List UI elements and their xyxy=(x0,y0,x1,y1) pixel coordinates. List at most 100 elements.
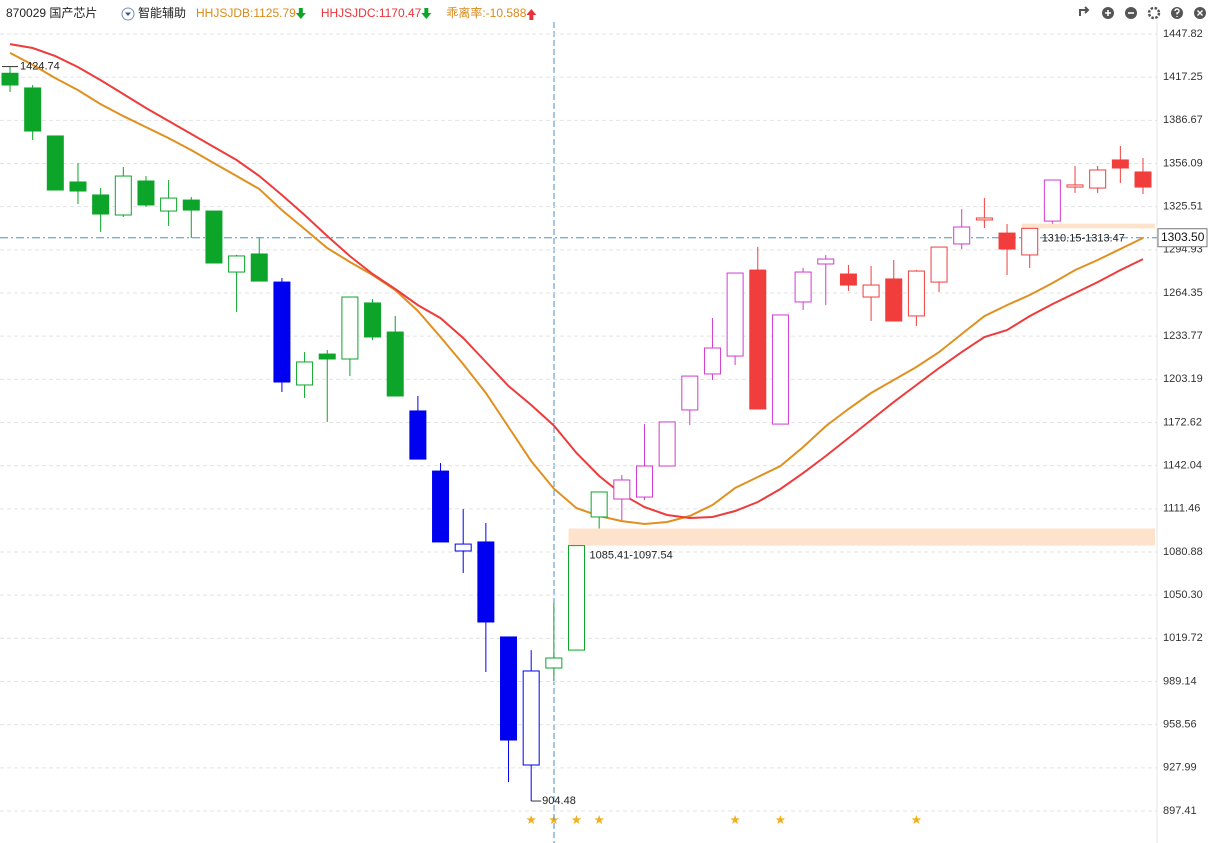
candle-body xyxy=(907,270,925,317)
y-tick-label: 1417.25 xyxy=(1163,71,1203,83)
candle-body xyxy=(568,545,585,651)
candle-body xyxy=(975,217,993,221)
assist-caret xyxy=(125,12,131,16)
candle-body xyxy=(114,175,132,216)
candle-body xyxy=(46,135,64,191)
candle-body xyxy=(749,269,767,410)
candle-body xyxy=(296,361,314,386)
y-tick-label: 1050.30 xyxy=(1163,589,1203,601)
candle-body xyxy=(794,271,812,303)
y-tick-label: 989.14 xyxy=(1163,675,1197,687)
y-tick-label: 1142.04 xyxy=(1163,460,1202,472)
min-label: 904.48 xyxy=(542,795,576,807)
signal-star xyxy=(775,815,786,824)
gap-zone xyxy=(1021,223,1155,229)
candle-body xyxy=(1,72,19,86)
candle-body xyxy=(862,284,880,298)
indicator-label: 乖离率:-10.588 xyxy=(446,5,526,20)
signal-star xyxy=(594,815,604,824)
candle-body xyxy=(1111,159,1129,169)
y-tick-label: 1172.62 xyxy=(1163,416,1202,428)
toolbar xyxy=(1079,6,1206,20)
candle-body xyxy=(273,281,291,383)
reset-icon[interactable] xyxy=(1079,6,1090,16)
candle-body xyxy=(477,541,495,623)
candle-body xyxy=(182,199,200,211)
indicator-arrow xyxy=(295,8,306,19)
indicator-arrow xyxy=(526,9,537,20)
settings-icon[interactable] xyxy=(1147,6,1161,20)
candle-body xyxy=(205,210,223,264)
candle-body xyxy=(500,636,518,741)
candle-body xyxy=(771,314,789,425)
crosshair-label: 1303.50 xyxy=(1161,230,1205,244)
max-label: 1424.74 xyxy=(20,60,60,72)
candle-body xyxy=(454,543,472,552)
candle-body xyxy=(1043,179,1061,222)
indicator-line xyxy=(9,52,1144,526)
y-tick-label: 897.41 xyxy=(1163,805,1197,817)
candle-body xyxy=(839,273,857,286)
y-tick-label: 1203.19 xyxy=(1163,373,1203,385)
candle-body xyxy=(726,272,744,357)
signal-star xyxy=(571,815,582,824)
y-tick-label: 1356.09 xyxy=(1163,157,1203,169)
signal-star xyxy=(730,815,740,824)
indicator-label: HHJSJDC:1170.47 xyxy=(321,6,422,20)
signal-star xyxy=(526,815,536,824)
candle-body xyxy=(137,180,155,206)
candle-body xyxy=(409,410,427,460)
candle-body xyxy=(1134,171,1152,188)
candle-body xyxy=(635,465,653,498)
candle-body xyxy=(930,246,948,283)
help-mark xyxy=(1174,8,1180,17)
crosshair-tag xyxy=(1157,228,1208,248)
y-tick-label: 958.56 xyxy=(1163,719,1197,731)
indicator-label: HHJSJDB:1125.79 xyxy=(196,6,296,20)
candle-body xyxy=(250,253,268,282)
candle-body xyxy=(160,197,178,212)
y-tick-label: 1111.46 xyxy=(1163,503,1200,515)
y-tick-label: 1233.77 xyxy=(1163,330,1203,342)
indicator-line xyxy=(9,43,1144,520)
candle-body xyxy=(885,278,903,322)
y-tick-label: 1080.88 xyxy=(1163,546,1203,558)
candle-body xyxy=(703,347,721,375)
candle-body xyxy=(386,331,404,397)
candle-body xyxy=(1089,169,1107,189)
indicator-arrow xyxy=(421,8,432,19)
candle-body xyxy=(522,670,540,766)
candle-body xyxy=(545,657,563,669)
candle-body xyxy=(658,421,676,467)
candle-body xyxy=(590,491,608,518)
signal-stars xyxy=(526,815,922,824)
candle-body xyxy=(364,302,382,338)
candle-body xyxy=(228,255,246,273)
y-tick-label: 1264.35 xyxy=(1163,287,1203,299)
candle-body xyxy=(817,258,835,265)
candle-body xyxy=(681,375,699,411)
candle-body xyxy=(1021,227,1039,256)
zone-label: 1085.41-1097.54 xyxy=(590,550,673,562)
candle-body xyxy=(432,470,450,543)
candle-body xyxy=(92,194,110,215)
candle-body xyxy=(613,479,631,500)
close-x xyxy=(1197,10,1203,16)
candle-body xyxy=(1066,184,1084,188)
candle-body xyxy=(69,181,87,192)
assist-label[interactable]: 智能辅助 xyxy=(138,5,186,20)
candle-body xyxy=(998,232,1016,250)
candle-body xyxy=(341,296,359,360)
zone-label: 1310.15-1313.47 xyxy=(1042,232,1125,244)
zoom-in-plus xyxy=(1105,10,1111,16)
y-tick-label: 1325.51 xyxy=(1163,201,1203,213)
candle-body xyxy=(318,353,336,360)
y-tick-label: 1386.67 xyxy=(1163,114,1203,126)
y-tick-label: 1447.82 xyxy=(1163,28,1203,40)
stock-title: 870029 国产芯片 xyxy=(6,6,97,20)
candle-body xyxy=(24,87,42,132)
candle-body xyxy=(953,226,971,245)
y-tick-label: 927.99 xyxy=(1163,762,1197,774)
